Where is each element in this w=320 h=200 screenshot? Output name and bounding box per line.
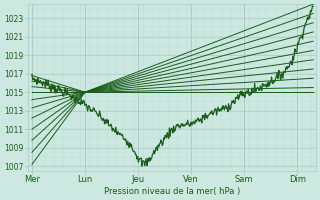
X-axis label: Pression niveau de la mer( hPa ): Pression niveau de la mer( hPa ) [104, 187, 240, 196]
